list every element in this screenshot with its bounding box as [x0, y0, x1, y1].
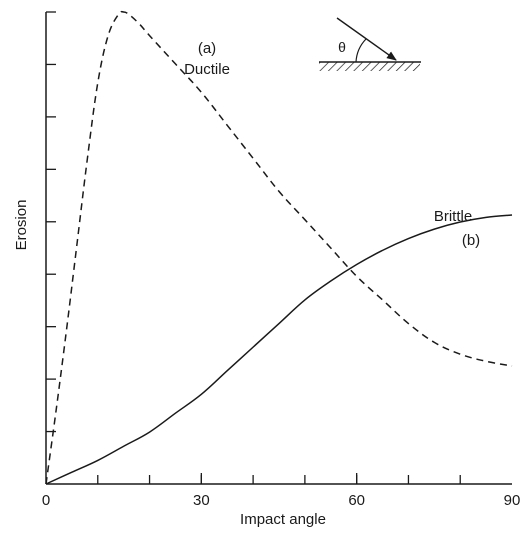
ductile-name-label: Ductile [184, 61, 230, 78]
inset-angle-symbol: θ [338, 39, 346, 55]
series-group [45, 10, 513, 485]
x-tick-label: 30 [193, 492, 210, 509]
x-tick-label: 90 [504, 492, 521, 509]
ductile-tag-label: (a) [198, 40, 216, 57]
y-axis-label: Erosion [13, 200, 30, 251]
series-line-ductile [45, 10, 513, 485]
series-line-brittle [45, 214, 513, 485]
brittle-tag-label: (b) [462, 232, 480, 249]
impact-angle-inset: θ [319, 17, 421, 71]
inset-surface-hatch [319, 62, 420, 71]
inset-angle-arc [355, 38, 367, 63]
brittle-name-label: Brittle [434, 208, 472, 225]
x-tick-label: 0 [42, 492, 50, 509]
y-axis-ticks [46, 11, 56, 433]
inset-impact-arrow [336, 17, 397, 61]
x-tick-label: 60 [348, 492, 365, 509]
x-axis-ticks: 0 30 60 90 [42, 473, 521, 509]
axes [45, 12, 512, 485]
x-axis-label: Impact angle [240, 511, 326, 528]
